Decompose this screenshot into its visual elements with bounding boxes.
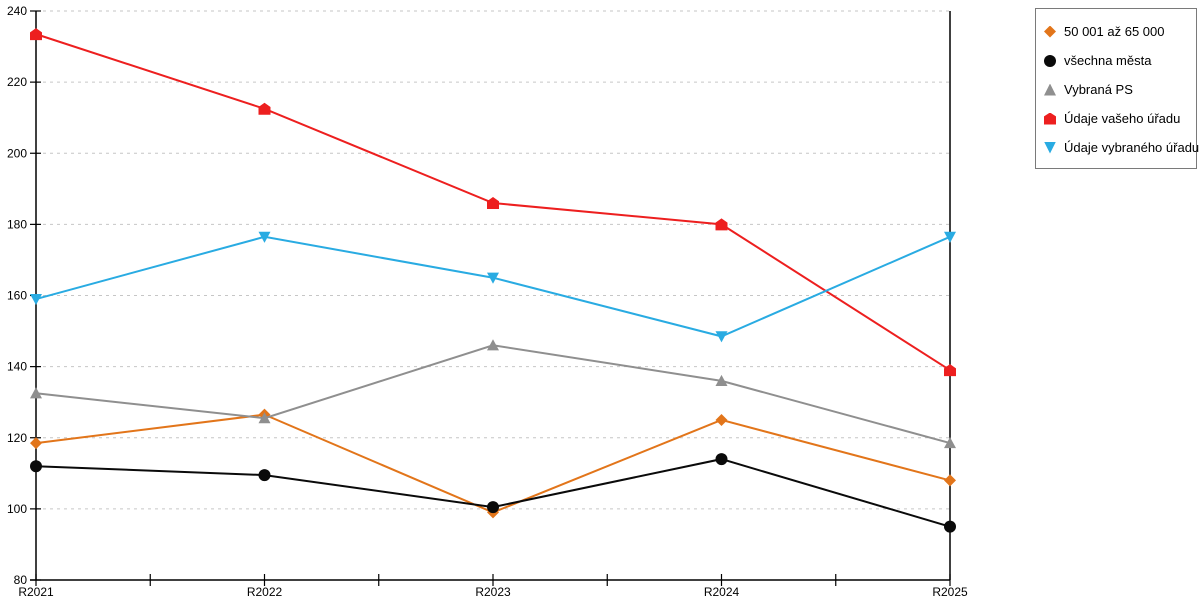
- data-point-marker: [30, 293, 42, 306]
- x-tick-label: R2024: [704, 585, 740, 599]
- series-line: [35, 413, 951, 514]
- y-tick-label: 140: [7, 360, 27, 374]
- data-point-marker: [30, 28, 42, 41]
- x-tick-label: R2021: [18, 585, 54, 599]
- circle-marker-icon: [1044, 54, 1056, 67]
- data-point-marker: [30, 387, 42, 399]
- legend-label: všechna města: [1064, 53, 1152, 68]
- data-point-marker: [715, 413, 728, 426]
- legend: 50 001 až 65 000 všechna města Vybraná P…: [1035, 8, 1199, 169]
- data-point-marker: [258, 102, 271, 115]
- triangle-down-marker-icon: [1044, 141, 1056, 154]
- y-tick-label: 180: [7, 217, 27, 231]
- data-point-marker: [715, 218, 728, 231]
- series-line: [35, 235, 951, 338]
- data-point-marker: [715, 453, 728, 466]
- data-point-marker: [944, 364, 956, 377]
- x-tick-label: R2023: [475, 585, 511, 599]
- legend-item: 50 001 až 65 000: [1044, 17, 1188, 46]
- series-line: [35, 344, 951, 445]
- y-tick-label: 220: [7, 75, 27, 89]
- data-point-marker: [487, 339, 499, 351]
- legend-item: Údaje vybraného úřadu: [1044, 133, 1199, 162]
- y-tick-label: 200: [7, 146, 27, 160]
- legend-item: všechna města: [1044, 46, 1188, 75]
- y-tick-label: 120: [7, 431, 27, 445]
- data-point-marker: [487, 197, 499, 210]
- legend-label: Údaje vašeho úřadu: [1064, 111, 1181, 126]
- y-tick-label: 160: [7, 289, 27, 303]
- x-tick-label: R2022: [247, 585, 283, 599]
- x-tick-label: R2025: [932, 585, 968, 599]
- data-point-marker: [944, 520, 956, 533]
- y-tick-label: 80: [14, 573, 28, 587]
- data-point-marker: [944, 437, 956, 449]
- data-point-marker: [944, 474, 956, 487]
- legend-item: Vybraná PS: [1044, 75, 1188, 104]
- triangle-up-marker-icon: [1044, 83, 1056, 96]
- legend-item: Údaje vašeho úřadu: [1044, 104, 1188, 133]
- y-tick-label: 100: [7, 502, 27, 516]
- house-marker-icon: [1044, 112, 1056, 125]
- data-point-marker: [258, 412, 271, 424]
- legend-label: Vybraná PS: [1064, 82, 1133, 97]
- data-point-marker: [487, 501, 499, 514]
- data-point-marker: [30, 460, 42, 473]
- data-point-marker: [258, 231, 271, 243]
- data-point-marker: [487, 272, 499, 284]
- data-point-marker: [944, 231, 956, 243]
- data-point-marker: [715, 374, 728, 386]
- diamond-marker-icon: [1044, 25, 1056, 38]
- legend-label: Údaje vybraného úřadu: [1064, 140, 1200, 155]
- y-tick-label: 240: [7, 4, 27, 18]
- legend-label: 50 001 až 65 000: [1064, 24, 1165, 39]
- data-point-marker: [258, 469, 271, 482]
- data-point-marker: [715, 331, 728, 343]
- data-point-marker: [30, 437, 42, 450]
